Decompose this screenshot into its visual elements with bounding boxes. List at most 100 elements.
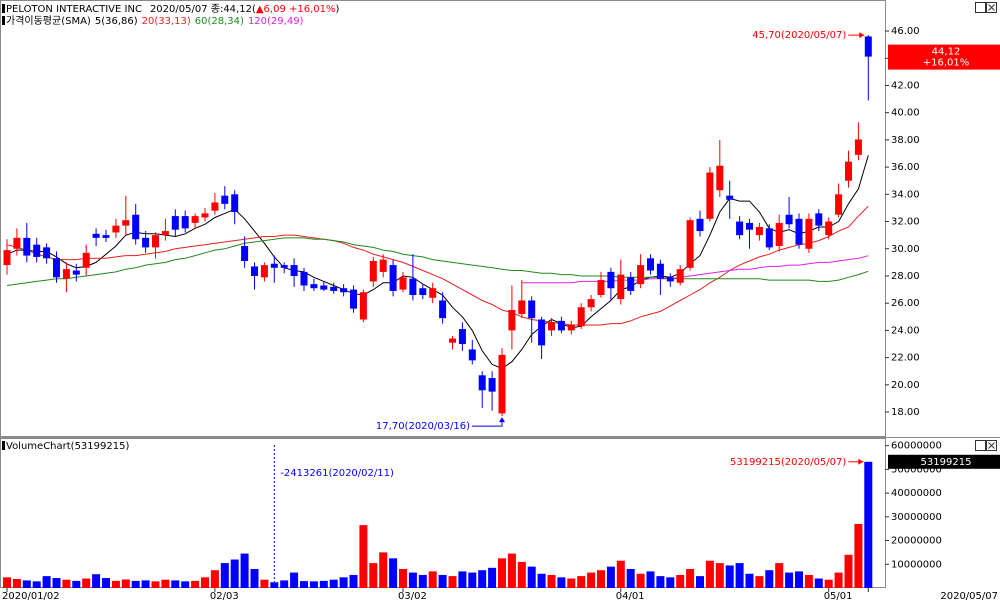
candle-body [270, 263, 278, 268]
candle-body [449, 338, 456, 343]
volume-bar [191, 580, 200, 588]
volume-bar [260, 579, 269, 588]
x-tick-label: 05/01 [824, 591, 853, 602]
chart-header: PELOTON INTERACTIVE INC 2020/05/07 종:44,1… [6, 3, 340, 15]
volume-bar [42, 576, 51, 588]
x-tick-label: 2020/05/07 [940, 591, 998, 602]
volume-bar [488, 567, 497, 588]
volume-bar [220, 563, 229, 588]
candle-body [468, 349, 476, 361]
volume-panel-buttons[interactable] [975, 440, 997, 451]
candle-body [221, 195, 229, 204]
candle-body [458, 329, 466, 345]
price-panel-buttons[interactable] [975, 2, 997, 13]
volume-bar [418, 574, 427, 588]
legend: 가격이동평균(SMA) 5(36,86) 20(33,13) 60(28,34) 120… [6, 14, 304, 27]
x-tick-label: 03/02 [398, 591, 427, 602]
volume-bar [735, 563, 744, 588]
candle-body [498, 354, 506, 414]
volume-bar [339, 577, 348, 588]
volume-bar [428, 571, 437, 588]
candle-body [290, 265, 298, 276]
price-panel-frame [0, 0, 886, 437]
candle-body [72, 270, 80, 275]
candle-body [637, 265, 645, 285]
candle-body [538, 319, 546, 346]
volume-bar [547, 574, 556, 588]
volume-bar [715, 563, 724, 588]
candle-body [439, 300, 447, 319]
volume-bar [458, 571, 467, 588]
volume-bar [329, 579, 338, 588]
candle-body [43, 247, 51, 259]
y-tick-label: 26.00 [891, 298, 920, 309]
volume-bar [725, 565, 734, 588]
volume-bar [230, 559, 239, 588]
change: ▲6,09 +16,01% [256, 4, 336, 15]
volume-bar [844, 554, 853, 588]
max-volume-note: 53199215(2020/05/07) [730, 457, 846, 468]
candle-body [3, 250, 11, 266]
candle-body [577, 307, 585, 327]
candle-body [429, 288, 437, 298]
volume-bar [389, 558, 398, 588]
volume-bar [597, 570, 605, 588]
candle-body [409, 278, 417, 296]
candle-body [488, 378, 496, 392]
low-note-arrow [499, 417, 505, 423]
candle-body [726, 195, 734, 200]
volume-bar [210, 570, 219, 588]
volume-bar [300, 581, 308, 588]
candle-body [548, 322, 555, 331]
candle-body [854, 139, 862, 155]
volume-bar [280, 580, 289, 588]
volume-bar [498, 558, 506, 588]
volume-bar [399, 569, 407, 588]
volume-bar [111, 580, 120, 588]
candle-body [627, 277, 635, 291]
candle-body [845, 161, 852, 181]
candle-body [369, 261, 377, 282]
candle-body [557, 320, 565, 331]
volume-bar [755, 576, 764, 588]
candle-body [260, 265, 268, 278]
volume-bar [804, 574, 813, 588]
candle-body [102, 235, 110, 238]
volume-bar [151, 581, 160, 588]
candle-body [795, 218, 803, 245]
candle-body [785, 214, 793, 225]
last-price: 44,12 [932, 47, 961, 58]
legend-entry: 5(36,86) [95, 16, 138, 27]
last-change: +16,01% [923, 58, 970, 69]
candle-body [746, 222, 753, 230]
y-tick-label: 18.00 [891, 407, 920, 418]
candle-body [835, 194, 843, 215]
candle-body [815, 213, 823, 226]
candle-body [201, 213, 209, 218]
volume-bar [567, 578, 576, 588]
y-tick-label: 36.00 [891, 162, 920, 173]
max-volume-arrow [858, 458, 864, 465]
volume-bar [250, 569, 259, 588]
volume-bar [102, 578, 110, 588]
candle-body [231, 194, 239, 213]
candle-body [13, 237, 21, 249]
volume-bar [686, 569, 695, 588]
legend-entry: 20(33,13) [142, 16, 191, 27]
volume-bar [814, 578, 823, 588]
volume-bar [161, 579, 170, 588]
close-icon [988, 4, 995, 11]
maximize-button[interactable] [975, 440, 986, 451]
maximize-button[interactable] [975, 2, 986, 13]
volume-bar [309, 581, 318, 588]
chart-title: PELOTON INTERACTIVE INC [6, 4, 142, 15]
high-note: 45,70(2020/05/07) [752, 30, 846, 41]
candle-body [647, 258, 654, 271]
volume-bar [824, 579, 833, 588]
legend-entry: 120(29,49) [248, 16, 304, 27]
x-tick-label: 2020/01/02 [2, 591, 60, 602]
volume-bar [557, 577, 566, 588]
